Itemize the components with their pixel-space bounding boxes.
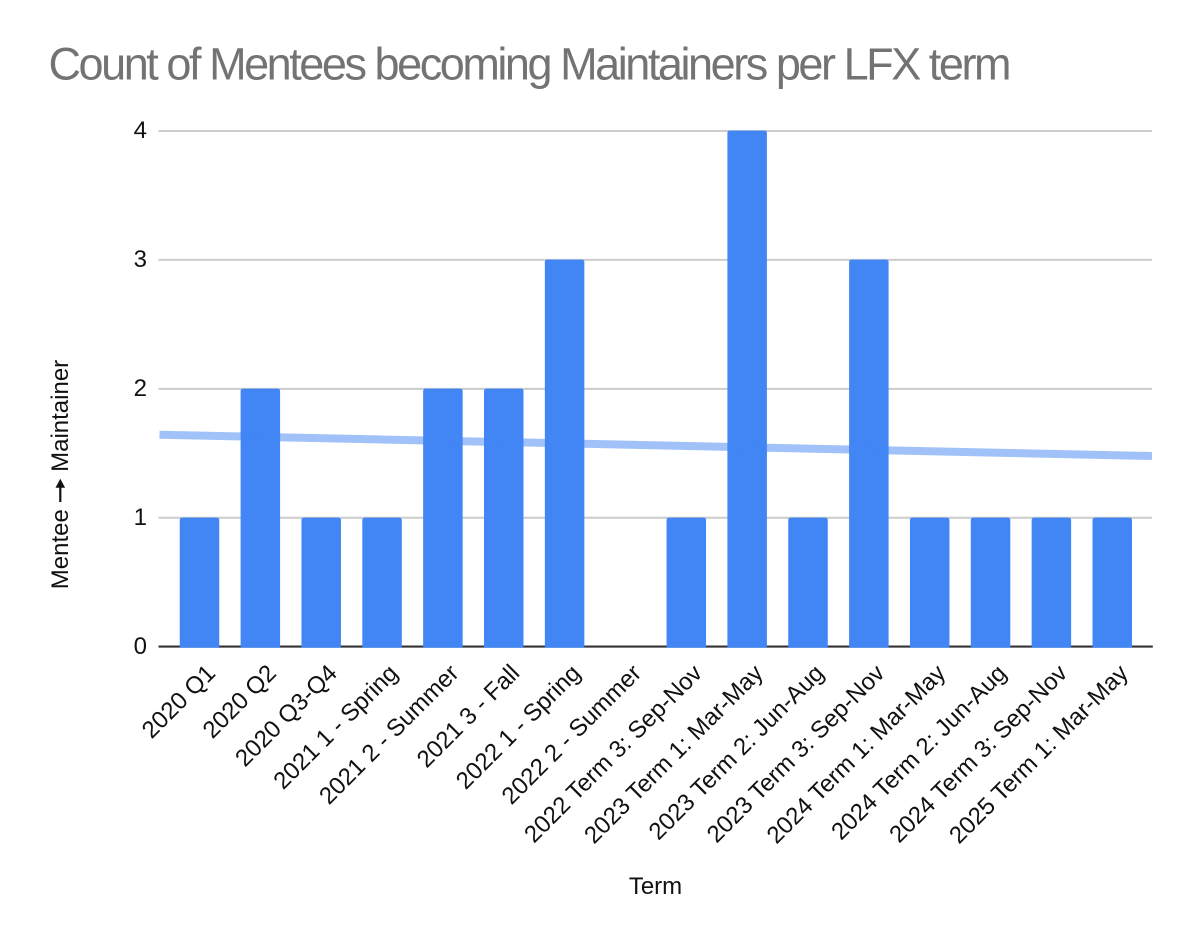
svg-text:2: 2 xyxy=(134,375,147,402)
svg-text:Term: Term xyxy=(629,873,682,900)
svg-text:Mentee: Mentee xyxy=(47,509,74,589)
svg-text:4: 4 xyxy=(134,117,147,144)
svg-text:3: 3 xyxy=(134,246,147,273)
svg-text:0: 0 xyxy=(134,633,147,660)
svg-text:1: 1 xyxy=(134,504,147,531)
svg-text:Maintainer: Maintainer xyxy=(47,360,74,472)
svg-text:Count of Mentees becoming Main: Count of Mentees becoming Maintainers pe… xyxy=(49,39,1010,90)
